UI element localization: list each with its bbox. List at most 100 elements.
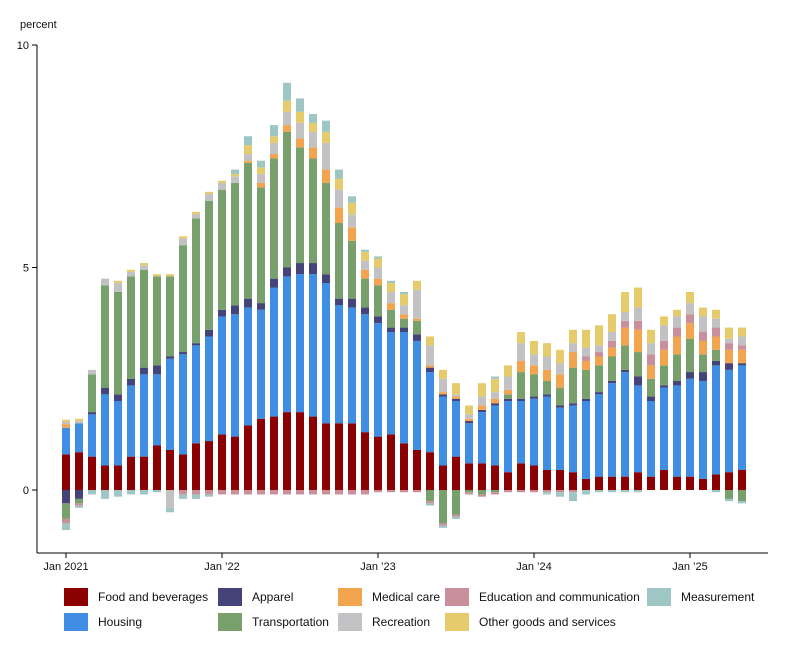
bar-segment bbox=[413, 449, 421, 490]
bar-segment bbox=[153, 274, 161, 277]
bar-segment bbox=[595, 325, 603, 346]
bar-segment bbox=[556, 349, 564, 364]
bar-segment bbox=[491, 392, 499, 399]
bar-segment bbox=[270, 125, 278, 137]
bar-segment bbox=[400, 314, 408, 319]
bar-segment bbox=[452, 396, 460, 399]
bar-segment bbox=[426, 501, 434, 504]
bar-segment bbox=[88, 456, 96, 491]
bar-segment bbox=[205, 441, 213, 490]
bar-segment bbox=[569, 492, 577, 502]
bar-segment bbox=[374, 258, 382, 268]
bar-segment bbox=[530, 396, 538, 399]
bar-segment bbox=[179, 238, 187, 246]
bar-segment bbox=[270, 158, 278, 279]
bar-segment bbox=[270, 136, 278, 143]
bar-segment bbox=[608, 340, 616, 348]
bar-segment bbox=[75, 498, 83, 504]
bar-segment bbox=[309, 122, 317, 132]
bar-segment bbox=[75, 423, 83, 453]
bar-segment bbox=[647, 378, 655, 397]
x-tick-label: Jan ’23 bbox=[360, 561, 395, 573]
bar-segment bbox=[244, 298, 252, 308]
bar-segment bbox=[413, 280, 421, 290]
bar-segment bbox=[634, 385, 642, 473]
bar-segment bbox=[62, 490, 70, 504]
bar-segment bbox=[452, 398, 460, 401]
bar-segment bbox=[361, 432, 369, 490]
bar-segment bbox=[725, 338, 733, 344]
bar-segment bbox=[439, 394, 447, 397]
bar-segment bbox=[296, 147, 304, 264]
bar-segment bbox=[374, 256, 382, 259]
bar-segment bbox=[647, 476, 655, 490]
bar-segment bbox=[426, 490, 434, 502]
bar-segment bbox=[517, 372, 525, 399]
bar-segment bbox=[62, 419, 70, 422]
bar-segment bbox=[62, 503, 70, 519]
bar-segment bbox=[647, 365, 655, 379]
bar-segment bbox=[283, 490, 291, 495]
bar-segment bbox=[426, 372, 434, 453]
bar-segment bbox=[504, 389, 512, 395]
bar-segment bbox=[179, 454, 187, 490]
bar-segment bbox=[387, 434, 395, 491]
bar-segment bbox=[335, 223, 343, 299]
bar-segment bbox=[166, 507, 174, 513]
bar-segment bbox=[543, 380, 551, 395]
bar-segment bbox=[270, 154, 278, 159]
bar-segment bbox=[322, 283, 330, 424]
bar-segment bbox=[647, 343, 655, 355]
bar-segment bbox=[322, 423, 330, 490]
bar-segment bbox=[439, 465, 447, 490]
bar-segment bbox=[231, 490, 239, 495]
bar-segment bbox=[62, 523, 70, 531]
bar-segment bbox=[114, 401, 122, 466]
bar-segment bbox=[75, 490, 83, 499]
bar-segment bbox=[88, 414, 96, 457]
bar-segment bbox=[257, 418, 265, 490]
bar-segment bbox=[205, 494, 213, 497]
bar-segment bbox=[114, 283, 122, 292]
bar-segment bbox=[270, 490, 278, 495]
bar-segment bbox=[595, 490, 603, 493]
bar-segment bbox=[283, 267, 291, 277]
bar-segment bbox=[712, 309, 720, 319]
bar-segment bbox=[309, 131, 317, 148]
bar-segment bbox=[426, 345, 434, 366]
bar-segment bbox=[699, 354, 707, 373]
bar-segment bbox=[205, 490, 213, 495]
bar-segment bbox=[192, 443, 200, 490]
bar-segment bbox=[582, 356, 590, 361]
bar-segment bbox=[114, 465, 122, 490]
bar-segment bbox=[608, 314, 616, 333]
bar-segment bbox=[322, 274, 330, 284]
bar-segment bbox=[153, 276, 161, 366]
bar-segment bbox=[634, 352, 642, 377]
bar-segment bbox=[348, 227, 356, 241]
bar-segment bbox=[543, 343, 551, 357]
bar-segment bbox=[75, 452, 83, 490]
bar-segment bbox=[231, 182, 239, 306]
bar-segment bbox=[88, 412, 96, 415]
bar-segment bbox=[738, 327, 746, 337]
bar-segment bbox=[244, 154, 252, 161]
bar-segment bbox=[101, 394, 109, 466]
bar-segment bbox=[569, 329, 577, 344]
bar-segment bbox=[244, 160, 252, 163]
bar-segment bbox=[452, 490, 460, 515]
bar-segment bbox=[556, 387, 564, 406]
bar-segment bbox=[413, 490, 421, 493]
bar-segment bbox=[426, 336, 434, 346]
bar-segment bbox=[647, 354, 655, 366]
bar-segment bbox=[127, 276, 135, 379]
bar-segment bbox=[387, 309, 395, 328]
bar-segment bbox=[517, 360, 525, 373]
bar-segment bbox=[400, 443, 408, 490]
bar-segment bbox=[413, 334, 421, 341]
bar-segment bbox=[491, 376, 499, 379]
bar-segment bbox=[62, 421, 70, 425]
bar-segment bbox=[179, 490, 187, 495]
bar-segment bbox=[127, 490, 135, 495]
bar-segment bbox=[569, 352, 577, 368]
